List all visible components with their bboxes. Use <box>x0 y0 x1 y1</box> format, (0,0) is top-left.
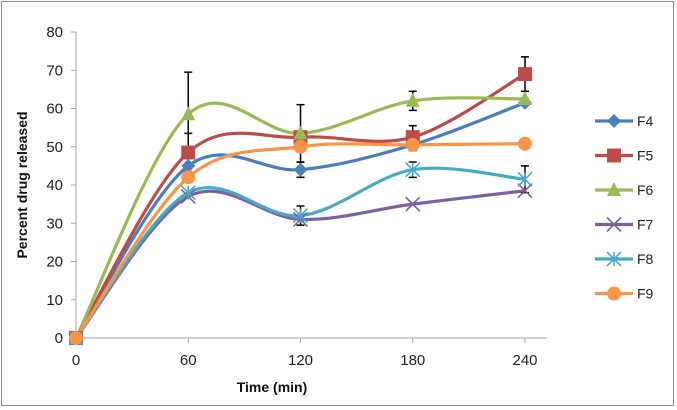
data-point-f9 <box>405 137 420 152</box>
series-line <box>74 96 526 339</box>
data-point-f6 <box>181 106 196 121</box>
x-marker-stroke <box>606 216 622 233</box>
circle-marker <box>69 331 83 345</box>
legend-item-f6: F6 <box>595 182 654 198</box>
legend-label: F9 <box>637 286 654 302</box>
x-tick-label: 0 <box>72 352 80 369</box>
series-line <box>74 72 526 339</box>
y-tick-label: 40 <box>46 177 63 194</box>
diamond-marker <box>181 158 196 173</box>
triangle-marker <box>607 182 621 196</box>
data-point-f6 <box>405 92 420 107</box>
x-tick-label: 180 <box>400 352 425 369</box>
square-marker <box>181 145 196 160</box>
circle-marker <box>181 170 196 185</box>
data-point-f9 <box>518 136 532 151</box>
legend-label: F8 <box>637 251 654 267</box>
data-point-f8 <box>517 171 533 187</box>
data-point-f9 <box>69 331 83 345</box>
series-line <box>74 166 526 339</box>
x-axis-title: Time (min) <box>237 379 308 395</box>
plot-area <box>68 56 533 346</box>
series-f5 <box>74 72 526 339</box>
data-point-f9 <box>181 170 196 185</box>
data-point-f6 <box>518 90 532 105</box>
legend-marker <box>607 114 621 128</box>
diamond-marker <box>293 162 308 177</box>
legend-label: F5 <box>637 148 654 164</box>
circle-marker <box>518 136 532 151</box>
legend: F4 F5 F6 F7 F8 F9 <box>595 113 654 302</box>
square-marker <box>518 67 532 82</box>
data-point-f5 <box>518 67 532 82</box>
series-f8 <box>74 166 526 339</box>
data-point-f7 <box>517 183 533 199</box>
legend-item-f9: F9 <box>595 286 654 302</box>
legend-item-f8: F8 <box>595 251 654 267</box>
legend-item-f5: F5 <box>595 148 654 164</box>
y-tick-label: 60 <box>46 101 63 118</box>
series-f6 <box>74 96 526 339</box>
y-tick-label: 70 <box>46 62 63 79</box>
data-point-f6 <box>293 125 308 140</box>
series-line <box>74 101 526 339</box>
x-tick-label: 60 <box>180 352 197 369</box>
x-marker-stroke <box>517 183 533 199</box>
legend-marker <box>606 216 622 233</box>
legend-marker <box>606 251 622 267</box>
x-tick-label: 240 <box>512 352 537 369</box>
legend-marker <box>607 182 621 196</box>
y-tick-label: 20 <box>46 254 63 271</box>
circle-marker <box>405 137 420 152</box>
data-point-f4 <box>293 162 308 177</box>
x-tick-label: 120 <box>288 352 313 369</box>
data-point-f8 <box>292 208 309 224</box>
legend-item-f4: F4 <box>595 113 654 129</box>
legend-label: F7 <box>637 217 654 233</box>
square-marker <box>607 148 621 163</box>
circle-marker <box>607 286 621 301</box>
data-point-f8 <box>405 162 421 178</box>
legend-label: F6 <box>637 182 654 198</box>
series-f4 <box>74 101 526 339</box>
circle-marker <box>293 139 308 154</box>
series-line <box>74 142 526 339</box>
triangle-marker <box>293 125 308 140</box>
triangle-marker <box>405 92 420 107</box>
y-tick-label: 30 <box>46 215 63 232</box>
series-f9 <box>74 142 526 339</box>
y-tick-label: 80 <box>46 24 63 41</box>
axes: 0 10 20 30 40 50 60 70 80 0 60 120 180 240 <box>46 24 547 369</box>
data-point-f9 <box>293 139 308 154</box>
data-point-f8 <box>180 185 196 201</box>
data-point-f4 <box>181 158 196 173</box>
x-marker-stroke <box>405 196 421 212</box>
data-point-f5 <box>181 145 196 160</box>
y-tick-label: 10 <box>46 292 63 309</box>
triangle-marker <box>518 90 532 105</box>
legend-marker <box>607 148 621 163</box>
y-axis-title: Percent drug released <box>14 111 30 258</box>
triangle-marker <box>181 106 196 121</box>
diamond-marker <box>607 114 621 128</box>
legend-marker <box>607 286 621 301</box>
y-tick-label: 50 <box>46 139 63 156</box>
y-tick-label: 0 <box>55 330 63 347</box>
data-point-f7 <box>405 196 421 212</box>
legend-label: F4 <box>637 113 654 129</box>
legend-item-f7: F7 <box>595 217 654 233</box>
